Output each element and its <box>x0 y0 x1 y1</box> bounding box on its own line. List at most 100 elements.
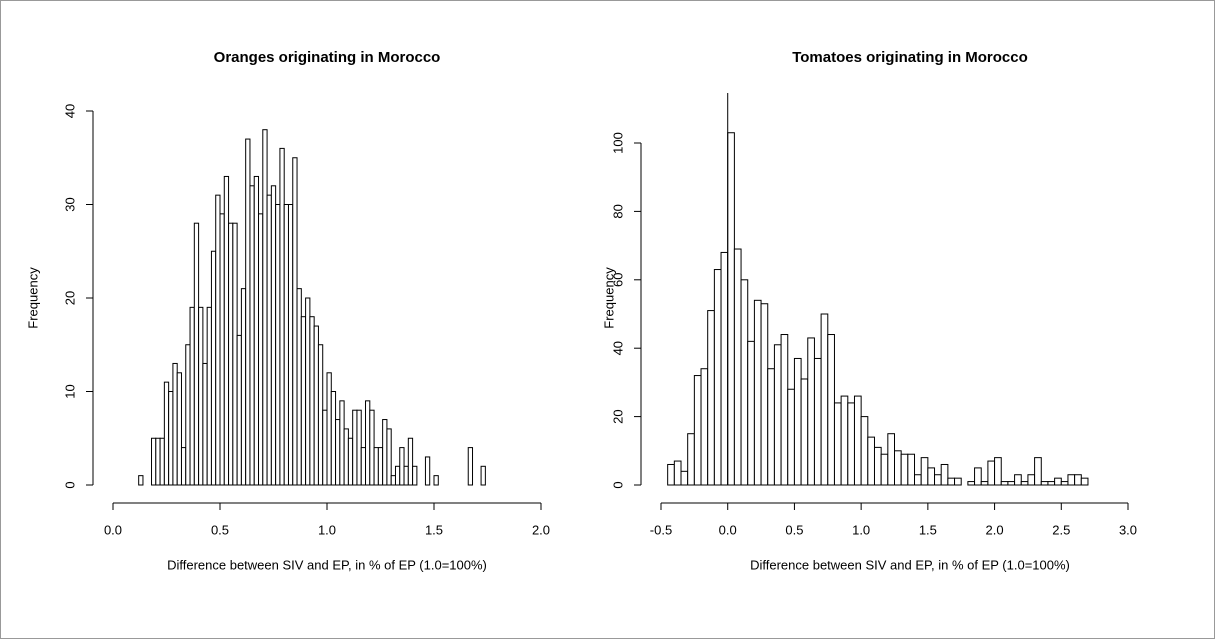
bar <box>853 395 862 486</box>
bar <box>1080 477 1089 486</box>
y-tick-label: 40 <box>62 104 77 118</box>
bar <box>793 357 802 486</box>
bar <box>159 437 165 486</box>
bar <box>873 446 882 486</box>
bar <box>1047 481 1056 486</box>
bar <box>673 460 682 486</box>
y-tick-label: 60 <box>610 273 625 287</box>
bar <box>424 456 431 486</box>
y-axis-label: Frequency <box>601 267 616 329</box>
bar <box>667 463 675 486</box>
bar <box>760 303 769 486</box>
bar <box>980 481 989 486</box>
bar <box>940 463 949 486</box>
bar <box>210 250 217 486</box>
x-tick-label: 0.5 <box>211 522 229 537</box>
bar <box>740 279 749 486</box>
bar <box>249 185 255 486</box>
bar <box>867 436 875 486</box>
y-tick-label: 10 <box>62 384 77 398</box>
bar <box>1054 477 1062 486</box>
bar <box>787 388 795 486</box>
y-axis-label: Frequency <box>25 267 40 329</box>
y-tick-label: 80 <box>610 204 625 218</box>
bar <box>335 419 341 486</box>
bar <box>747 340 755 486</box>
bar <box>727 132 735 486</box>
bar <box>270 185 277 486</box>
y-tick-label: 20 <box>610 409 625 423</box>
bar <box>258 213 264 486</box>
bar <box>317 344 324 486</box>
x-tick-label: 1.5 <box>919 522 937 537</box>
bar <box>168 391 174 486</box>
bar <box>1034 457 1042 486</box>
bar <box>283 204 289 486</box>
y-tick-label: 20 <box>62 291 77 305</box>
x-tick-label: 2.0 <box>986 522 1004 537</box>
x-tick-label: -0.5 <box>650 522 672 537</box>
bar <box>206 306 212 486</box>
bar <box>920 457 929 486</box>
bar <box>467 447 474 486</box>
bar <box>163 381 170 486</box>
x-tick-label: 1.0 <box>852 522 870 537</box>
bar <box>907 453 916 486</box>
bar <box>326 372 332 486</box>
bar <box>138 475 144 486</box>
bar <box>994 457 1002 486</box>
bar <box>914 474 922 486</box>
x-tick-label: 3.0 <box>1119 522 1137 537</box>
bar <box>189 306 195 486</box>
bar <box>245 138 251 486</box>
bar <box>480 465 486 486</box>
bar <box>347 437 354 486</box>
x-tick-label: 1.5 <box>425 522 443 537</box>
bar <box>356 409 362 486</box>
bar <box>185 344 191 486</box>
bar <box>300 316 307 486</box>
bar <box>1027 474 1036 486</box>
bar <box>369 409 375 486</box>
bar <box>753 299 762 486</box>
bar <box>707 310 715 486</box>
x-tick-label: 2.5 <box>1052 522 1070 537</box>
bar <box>767 368 775 486</box>
bar <box>360 447 367 486</box>
bar <box>292 157 298 486</box>
bar <box>343 428 349 486</box>
bar <box>827 334 835 486</box>
y-tick-label: 40 <box>610 341 625 355</box>
x-tick-label: 0.0 <box>104 522 122 537</box>
bar <box>974 467 982 486</box>
bar <box>155 437 161 486</box>
bar <box>773 344 782 486</box>
bar <box>687 433 695 486</box>
bar <box>176 372 182 486</box>
bar <box>433 475 439 486</box>
bar <box>1067 474 1076 486</box>
bar <box>382 419 388 486</box>
bar <box>813 357 822 486</box>
y-tick-label: 30 <box>62 197 77 211</box>
bar <box>313 325 319 486</box>
bar <box>193 222 200 486</box>
x-axis-label: Difference between SIV and EP, in % of E… <box>167 557 487 572</box>
bar <box>987 460 996 486</box>
bar <box>309 316 315 486</box>
bar <box>365 400 371 486</box>
bar <box>780 334 789 486</box>
y-tick-label: 100 <box>610 132 625 154</box>
bar <box>373 447 379 486</box>
bar <box>807 337 815 486</box>
bar <box>262 129 268 486</box>
bar <box>887 433 895 486</box>
bar <box>733 248 742 486</box>
bar <box>151 437 157 486</box>
bar <box>934 474 942 486</box>
bar <box>279 147 285 486</box>
bar <box>1020 481 1029 486</box>
bar <box>947 477 956 486</box>
bar <box>352 409 358 486</box>
